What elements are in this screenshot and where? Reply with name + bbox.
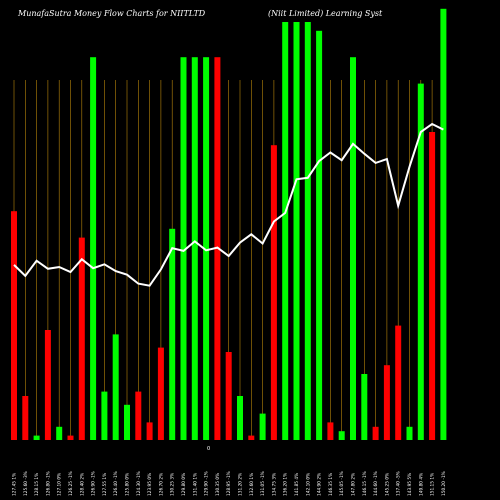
x-tick-label: 145.05 -1% bbox=[339, 471, 345, 496]
zero-marker: 0 bbox=[207, 446, 210, 452]
x-tick-label: 129.80 0% bbox=[181, 473, 187, 496]
volume-bar bbox=[78, 237, 85, 440]
volume-bar bbox=[112, 334, 119, 440]
volume-bar bbox=[191, 57, 198, 440]
volume-bar bbox=[11, 211, 17, 440]
x-tick-label: 144.60 -1% bbox=[373, 471, 379, 496]
x-tick-label: 127.45 1% bbox=[12, 473, 18, 496]
volume-bar bbox=[22, 396, 29, 440]
x-tick-label: 126.90 -1% bbox=[91, 471, 97, 496]
volume-bar bbox=[338, 431, 345, 440]
volume-bar bbox=[417, 83, 424, 440]
volume-bar bbox=[169, 228, 176, 440]
x-tick-label: 130.25 3% bbox=[170, 473, 176, 496]
x-tick-label: 142.10 0% bbox=[305, 473, 311, 496]
volume-bar bbox=[440, 8, 447, 441]
volume-bar bbox=[101, 391, 108, 440]
x-tick-label: 128.15 1% bbox=[34, 473, 40, 496]
volume-bar bbox=[248, 435, 255, 440]
x-tick-label: 129.90 -1% bbox=[204, 471, 210, 496]
x-tick-label: 126.25 -1% bbox=[68, 471, 74, 496]
volume-bar bbox=[146, 422, 153, 440]
volume-bar bbox=[124, 404, 130, 440]
volume-bar bbox=[372, 426, 379, 440]
x-tick-label: 149.80 4% bbox=[418, 473, 424, 496]
x-tick-label: 126.80 -1% bbox=[45, 471, 51, 496]
volume-bar bbox=[56, 426, 63, 440]
x-tick-label: 146.35 1% bbox=[328, 473, 334, 496]
x-tick-label: 125.60 -3% bbox=[23, 471, 29, 496]
volume-bar bbox=[304, 22, 311, 440]
x-tick-label: 131.40 1% bbox=[192, 473, 198, 496]
x-tick-label: 144.90 2% bbox=[317, 473, 323, 496]
x-tick-label: 143.95 5% bbox=[407, 473, 413, 496]
volume-bar bbox=[33, 435, 40, 440]
volume-bar bbox=[135, 391, 142, 440]
x-tick-label: 125.80 0% bbox=[125, 473, 131, 496]
x-tick-label: 141.85 4% bbox=[294, 473, 300, 496]
x-tick-label: 134.75 3% bbox=[271, 473, 277, 496]
volume-bar bbox=[67, 435, 74, 440]
x-tick-label: 131.05 -1% bbox=[260, 471, 266, 496]
volume-bar bbox=[383, 365, 390, 440]
volume-bar bbox=[44, 330, 51, 440]
volume-bar bbox=[350, 57, 356, 440]
chart-title-left: MunafaSutra Money Flow Charts for NIITLT… bbox=[17, 9, 206, 18]
volume-bar bbox=[406, 426, 413, 440]
volume-bar bbox=[327, 422, 334, 440]
volume-bar bbox=[293, 22, 300, 440]
volume-bar bbox=[361, 374, 368, 440]
volume-bar bbox=[180, 57, 187, 440]
volume-bar bbox=[237, 396, 243, 440]
x-tick-label: 150.20 -1% bbox=[441, 471, 447, 496]
x-tick-label: 147.80 2% bbox=[351, 473, 357, 496]
x-tick-label: 127.10 0% bbox=[57, 473, 63, 496]
x-tick-labels: 127.45 1% 125.60 -3% 128.15 1% 126.80 -1% 12… bbox=[12, 471, 447, 496]
volume-bar bbox=[316, 30, 323, 441]
x-tick-label: 132.60 1% bbox=[249, 473, 255, 496]
x-tick-label: 128.95 -1% bbox=[226, 471, 232, 496]
volume-bar bbox=[282, 22, 289, 440]
x-tick-label: 123.95 0% bbox=[147, 473, 153, 496]
volume-bar bbox=[90, 57, 97, 440]
x-tick-label: 136.20 1% bbox=[283, 473, 289, 496]
x-tick-label: 126.70 2% bbox=[158, 473, 164, 496]
x-tick-label: 127.55 1% bbox=[102, 473, 108, 496]
price-line bbox=[13, 122, 444, 287]
x-tick-label: 145.25 0% bbox=[384, 473, 390, 496]
volume-bar bbox=[203, 57, 210, 440]
x-tick-label: 137.40 -5% bbox=[396, 471, 402, 496]
x-tick-label: 146.15 -1% bbox=[362, 471, 368, 496]
volume-bar bbox=[225, 352, 232, 440]
x-tick-label: 130.35 0% bbox=[215, 473, 221, 496]
x-tick-label: 126.40 -1% bbox=[113, 471, 119, 496]
volume-bar bbox=[157, 347, 164, 440]
x-tick-label: 128.40 2% bbox=[79, 473, 85, 496]
x-tick-label: 124.30 -1% bbox=[136, 471, 142, 496]
x-tick-label: 151.15 1% bbox=[430, 473, 436, 496]
x-tick-label: 131.20 2% bbox=[238, 473, 244, 496]
volume-bar bbox=[429, 132, 436, 440]
chart-title-right: (Niit Limited) Learning Syst bbox=[268, 9, 383, 18]
volume-bar bbox=[259, 413, 266, 440]
volume-bar bbox=[270, 145, 277, 440]
volume-bar bbox=[395, 325, 402, 440]
